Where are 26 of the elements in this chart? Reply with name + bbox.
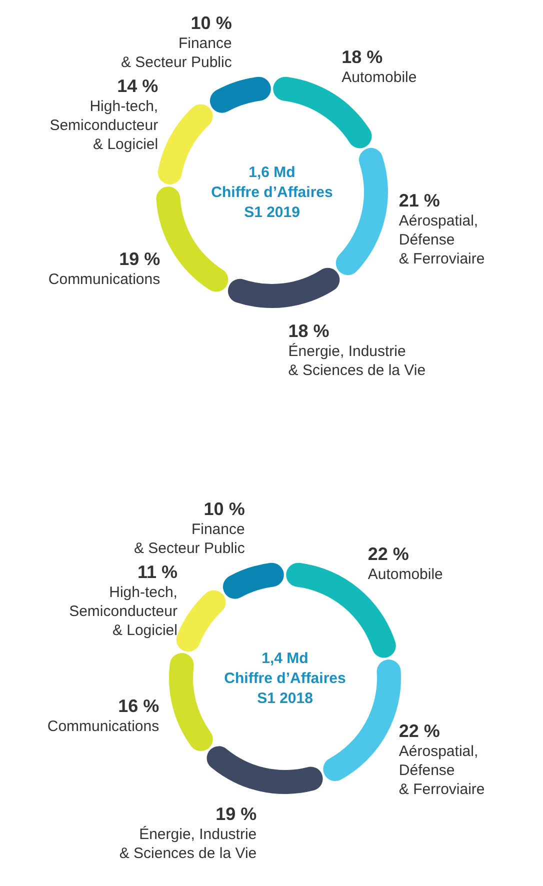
text: 1,4 Md Chiffre d’Affaires S1 2018 — [224, 650, 346, 707]
data-label: 22 % — [398, 720, 440, 741]
data-label: 18 % — [342, 47, 383, 68]
data-label: 10 % — [190, 12, 232, 33]
slice-label: Communications — [47, 718, 160, 736]
data-label: 22 % — [368, 544, 409, 564]
slice-label: Finance & Secteur Public — [134, 520, 246, 557]
data-label: 11 % — [137, 562, 178, 582]
data-label: 16 % — [118, 696, 160, 716]
slice-label: Communications — [48, 270, 160, 288]
slice-label: Énergie, Industrie & Sciences de la Vie — [119, 825, 257, 862]
data-label: 10 % — [204, 498, 245, 519]
data-label: 19 % — [119, 248, 160, 269]
slice-label: Aérospatial, Défense & Ferroviaire — [398, 212, 485, 268]
slice-label: Automobile — [368, 566, 443, 584]
slice-label: High-tech, Semiconducteur & Logiciel — [50, 98, 158, 153]
slice-label: Énergie, Industrie & Sciences de la Vie — [288, 342, 426, 379]
data-label: 21 % — [398, 190, 440, 211]
data-label: 18 % — [288, 320, 330, 341]
data-label: 14 % — [117, 76, 158, 96]
slice-label: Aérospatial, Défense & Ferroviaire — [398, 742, 485, 798]
slice-label: Automobile — [342, 69, 417, 86]
slice-label: Finance & Secteur Public — [120, 34, 232, 71]
slice-label: High-tech, Semiconducteur & Logiciel — [69, 584, 178, 639]
text: 1,6 Md Chiffre d’Affaires S1 2019 — [211, 164, 333, 221]
data-label: 19 % — [216, 804, 257, 824]
